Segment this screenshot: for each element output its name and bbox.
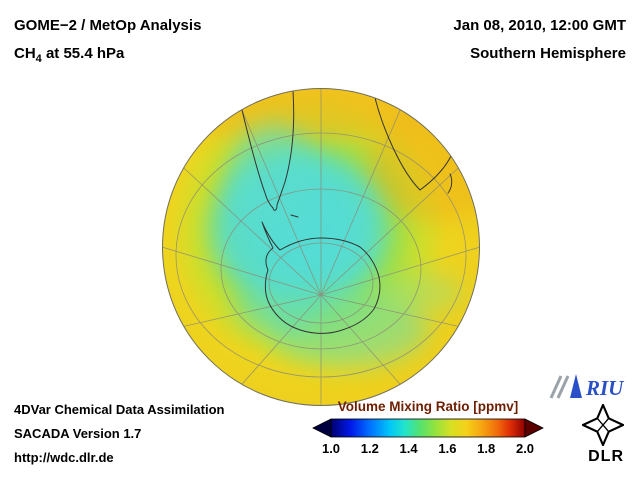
colorbar-title: Volume Mixing Ratio [ppmv] <box>337 399 519 414</box>
header-left: GOME−2 / MetOp Analysis CH4 at 55.4 hPa <box>14 12 201 69</box>
colorbar-tick-2: 1.4 <box>399 441 418 456</box>
globe-field <box>162 88 480 406</box>
riu-logo: RIU <box>549 374 625 400</box>
low-value-lobe-northwest <box>228 124 318 234</box>
globe-map <box>162 88 480 406</box>
species-level-line: CH4 at 55.4 hPa <box>14 44 125 65</box>
coastline-south-america <box>241 90 295 211</box>
assimilation-text: 4DVar Chemical Data Assimilation <box>14 402 225 417</box>
globe-limb <box>162 88 480 406</box>
species-subscript: 4 <box>35 52 42 65</box>
colorbar-tick-5: 2.0 <box>515 441 535 456</box>
url-text: http://wdc.dlr.de <box>14 450 114 466</box>
coastline-africa <box>374 97 452 191</box>
product-title: GOME−2 / MetOp Analysis <box>14 17 202 34</box>
colorbar-ticks: 1.0 1.2 1.4 1.6 1.8 2.0 <box>310 441 546 457</box>
colorbar-underflow-arrow <box>312 418 332 438</box>
riu-logo-text: RIU <box>585 376 625 400</box>
colorbar-gradient-bar <box>312 418 544 438</box>
footer-left: 4DVar Chemical Data Assimilation SACADA … <box>14 398 225 470</box>
colorbar-body <box>330 418 526 438</box>
date-text: Jan 08, 2010, 12:00 GMT <box>453 17 626 34</box>
hemisphere-text: Southern Hemisphere <box>470 44 626 62</box>
coastline-antarctica <box>261 221 381 334</box>
coastlines <box>241 90 453 334</box>
cyan-arc-bottom-left <box>235 281 315 333</box>
graticule <box>162 88 480 406</box>
colorbar-tick-3: 1.6 <box>438 441 457 456</box>
dlr-logo-text: DLR <box>588 448 624 465</box>
coastline-falklands <box>290 214 299 218</box>
colorbar-overflow-arrow <box>524 418 544 438</box>
green-streak-right <box>379 273 463 313</box>
dlr-logo: DLR <box>582 404 624 466</box>
dlr-star-icon <box>582 404 624 446</box>
colorbar-tick-4: 1.8 <box>477 441 496 456</box>
riu-spire-icon <box>549 374 582 399</box>
version-text: SACADA Version 1.7 <box>14 426 142 442</box>
colorbar-tick-1: 1.2 <box>360 441 379 456</box>
colorbar-tick-0: 1.0 <box>321 441 341 456</box>
coastline-madagascar <box>447 173 453 194</box>
header-right: Jan 08, 2010, 12:00 GMT Southern Hemisph… <box>453 12 626 68</box>
colorbar: Volume Mixing Ratio [ppmv] <box>310 399 546 457</box>
